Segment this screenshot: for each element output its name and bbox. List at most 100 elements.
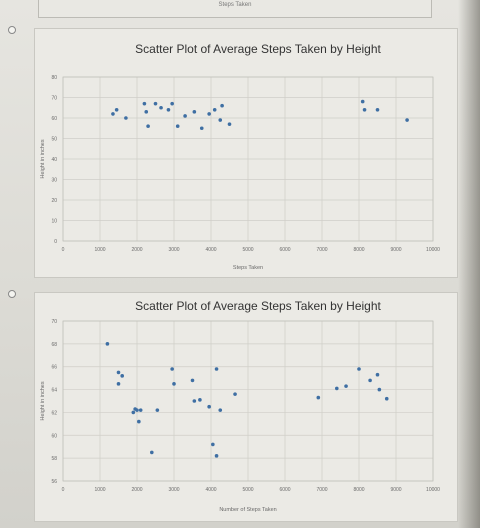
scatter-point [150,450,154,455]
scatter-point [375,372,380,377]
scatter-point [207,404,211,409]
scatter-point [144,110,149,114]
x-tick-label: 4000 [205,247,216,253]
scatter-point [192,399,197,403]
x-tick-label: 6000 [279,247,290,253]
scatter-point [142,101,147,106]
scatter-point [131,410,136,415]
y-tick-label: 70 [51,96,57,102]
y-tick-label: 56 [51,479,57,485]
y-tick-label: 68 [51,342,57,348]
scatter-point [124,116,128,120]
x-tick-label: 3000 [168,487,179,493]
chart-frame-1: Scatter Plot of Average Steps Taken by H… [34,28,458,278]
y-axis-label: Height in inches [40,381,46,420]
scatter-point [172,382,176,386]
scatter-point [360,99,365,104]
previous-chart-axis-label: Steps Taken [218,2,252,8]
y-axis-label: Height in inches [40,139,46,178]
scatter-point [170,367,174,371]
answer-option-radio-1[interactable] [8,26,16,34]
scatter-point [105,342,110,346]
y-tick-label: 10 [51,219,57,225]
y-tick-label: 80 [51,75,57,81]
scatter-point [227,122,232,126]
scatter-point [155,408,160,412]
x-tick-label: 10000 [426,487,440,493]
x-tick-label: 8000 [353,487,364,493]
scatter-point [116,370,121,375]
scatter-point [192,110,197,114]
y-tick-label: 64 [51,388,57,394]
x-tick-label: 7000 [316,487,327,493]
y-tick-label: 50 [51,137,57,143]
scatter-point [159,105,163,110]
x-tick-label: 7000 [316,247,327,253]
x-tick-label: 4000 [205,487,216,493]
plot-area [62,76,434,242]
scatter-point [344,384,348,388]
scatter-point [111,112,115,116]
x-axis-label: Steps Taken [233,265,263,271]
scatter-point [166,108,171,112]
scatter-point [375,108,380,112]
photo-edge-shadow [458,0,480,528]
chart-title: Scatter Plot of Average Steps Taken by H… [135,299,381,313]
scatter-point [362,108,367,112]
scatter-point [153,101,158,106]
x-tick-label: 1000 [94,247,105,253]
scatter-point [207,112,211,116]
scatter-point [233,392,237,396]
y-tick-label: 60 [51,116,57,122]
x-axis-label: Number of Steps Taken [219,507,276,513]
scatter-chart-1: Scatter Plot of Average Steps Taken by H… [40,42,440,271]
scatter-point [175,124,180,128]
scatter-point [146,124,150,128]
scatter-point [137,419,141,424]
scatter-point [198,398,202,402]
y-tick-label: 20 [51,198,57,204]
scatter-chart-2: Scatter Plot of Average Steps Taken by H… [40,299,440,513]
scatter-point [120,374,124,378]
plot-area [62,320,434,482]
x-tick-label: 3000 [168,247,179,253]
chart-title: Scatter Plot of Average Steps Taken by H… [135,42,381,56]
scatter-point [220,103,224,108]
scatter-point [214,367,219,371]
y-tick-label: 62 [51,410,57,416]
y-tick-label: 58 [51,456,57,462]
scatter-point [405,118,409,122]
answer-option-radio-2[interactable] [8,290,16,298]
scatter-point [170,101,174,106]
scatter-point [183,114,187,118]
x-tick-label: 0 [62,247,65,253]
y-tick-label: 70 [51,319,57,325]
x-tick-label: 1000 [94,487,105,493]
scatter-point [211,442,215,447]
previous-chart-strip: Steps Taken [38,0,432,18]
x-tick-label: 2000 [131,487,142,493]
x-tick-label: 8000 [353,247,364,253]
scatter-point [135,408,139,412]
chart-frame-2: Scatter Plot of Average Steps Taken by H… [34,292,458,522]
scatter-point [116,382,121,386]
y-tick-label: 0 [54,239,57,245]
scatter-point [214,454,219,458]
scatter-point [377,387,382,392]
x-tick-label: 9000 [390,247,401,253]
x-tick-label: 10000 [426,247,440,253]
scatter-point [190,378,195,383]
scatter-point [218,118,223,122]
x-tick-label: 0 [62,487,65,493]
scatter-point [199,126,204,131]
x-tick-label: 6000 [279,487,290,493]
scatter-point [316,395,321,400]
scatter-point [384,396,389,401]
scatter-point [138,408,143,412]
y-tick-label: 60 [51,433,57,439]
scatter-point [368,378,372,383]
y-tick-label: 30 [51,178,57,184]
scatter-point [114,108,119,112]
x-tick-label: 9000 [390,487,401,493]
